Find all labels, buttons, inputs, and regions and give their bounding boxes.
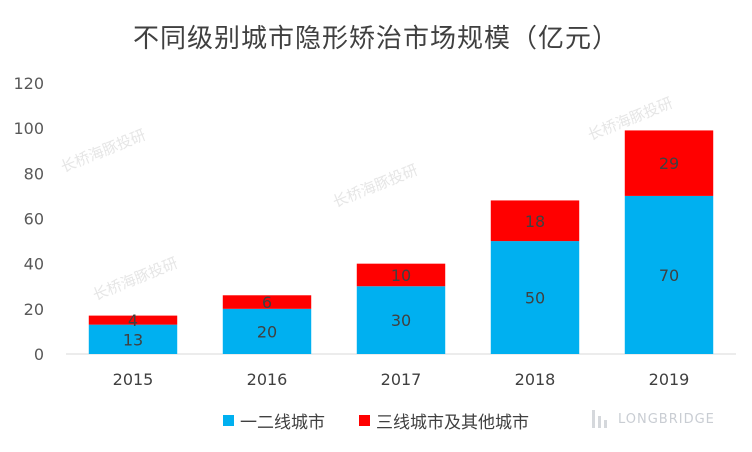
legend-swatch-tier1-2 [223, 415, 234, 426]
brand-logo: LONGBRIDGE [590, 408, 715, 430]
x-tick-label: 2016 [247, 370, 288, 389]
data-label: 30 [391, 311, 411, 330]
data-label: 29 [659, 154, 679, 173]
data-label: 70 [659, 266, 679, 285]
data-label: 20 [257, 322, 277, 341]
y-tick-label: 20 [24, 300, 44, 319]
bar-tier3-other [356, 263, 446, 287]
brand-name: LONGBRIDGE [618, 411, 715, 427]
y-tick-label: 120 [13, 74, 44, 93]
bar-tier3-other [490, 200, 580, 242]
bar-tier1-2 [356, 286, 446, 354]
y-tick-label: 60 [24, 210, 44, 229]
bar-tier3-other [624, 130, 714, 196]
x-tick-label: 2019 [649, 370, 690, 389]
bar-tier3-other [222, 295, 312, 309]
x-tick-label: 2015 [113, 370, 154, 389]
data-label: 13 [123, 330, 143, 349]
legend-label-tier3-other: 三线城市及其他城市 [376, 413, 529, 433]
legend-label-tier1-2: 一二线城市 [240, 413, 325, 433]
data-label: 18 [525, 212, 545, 231]
y-tick-label: 100 [13, 119, 44, 138]
legend-item-tier1-2: 一二线城市 [223, 408, 325, 433]
y-tick-label: 40 [24, 255, 44, 274]
chart-title: 不同级别城市隐形矫治市场规模（亿元） [132, 24, 619, 54]
bar-tier1-2 [490, 241, 580, 354]
x-tick-label: 2018 [515, 370, 556, 389]
data-label: 50 [525, 289, 545, 308]
x-tick-label: 2017 [381, 370, 422, 389]
y-tick-label: 0 [34, 345, 44, 364]
brand-icon [592, 410, 607, 428]
data-label: 10 [391, 266, 411, 285]
bar-tier1-2 [222, 308, 312, 354]
bar-tier3-other [88, 315, 178, 325]
legend-swatch-tier3-other [359, 415, 370, 426]
y-tick-label: 80 [24, 164, 44, 183]
legend: 一二线城市 三线城市及其他城市 [0, 408, 752, 433]
data-label: 4 [128, 311, 138, 330]
legend-item-tier3-other: 三线城市及其他城市 [359, 408, 529, 433]
data-label: 6 [262, 293, 272, 312]
bar-tier1-2 [88, 324, 178, 354]
bar-tier1-2 [624, 195, 714, 354]
